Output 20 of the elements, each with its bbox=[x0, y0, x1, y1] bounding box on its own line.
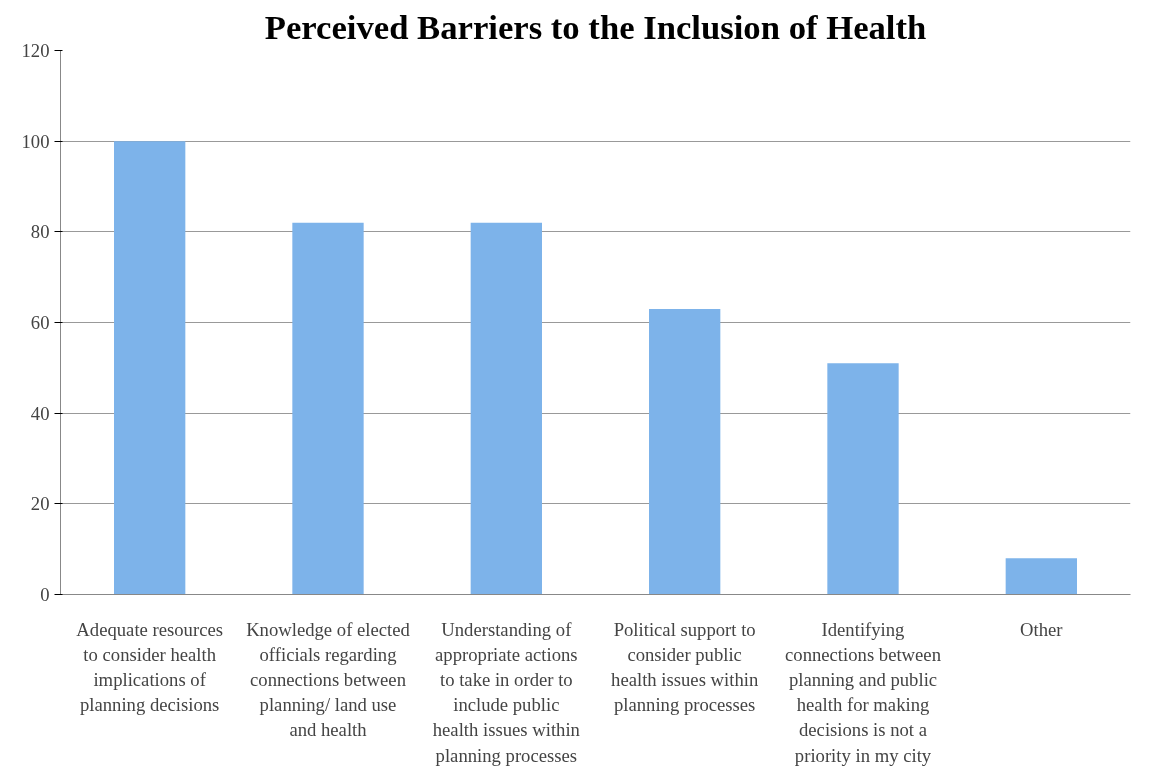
bar bbox=[470, 222, 542, 595]
y-tick-label: 20 bbox=[30, 493, 50, 515]
x-tick-label: Political support to consider public health issues within planning processes bbox=[611, 618, 759, 716]
y-tick-label: 0 bbox=[40, 584, 50, 605]
bar bbox=[827, 363, 899, 595]
x-tick-label: Adequate resources to consider health implications of planning decisions bbox=[76, 618, 223, 716]
bar bbox=[292, 222, 364, 595]
y-tick-label: 80 bbox=[30, 221, 50, 243]
chart-title: Perceived Barriers to the Inclusion of Health bbox=[264, 7, 927, 46]
x-tick-label: Knowledge of elected officials regarding connections between planning/ land use and health bbox=[246, 618, 411, 741]
y-tick-label: 100 bbox=[21, 130, 50, 152]
y-tick-label: 60 bbox=[30, 312, 50, 333]
y-tick-label: 120 bbox=[21, 40, 50, 61]
bar bbox=[114, 141, 186, 595]
x-tick-label: Identifying connections between planning and public health for making decisions is not a priority in my city bbox=[785, 618, 942, 766]
x-tick-label: Understanding of appropriate actions to take in order to include public health issues within planning processes bbox=[432, 618, 581, 766]
bar bbox=[1005, 558, 1077, 595]
y-tick-label: 40 bbox=[30, 402, 50, 424]
bar bbox=[649, 308, 721, 595]
x-tick-label: Other bbox=[1020, 618, 1064, 640]
